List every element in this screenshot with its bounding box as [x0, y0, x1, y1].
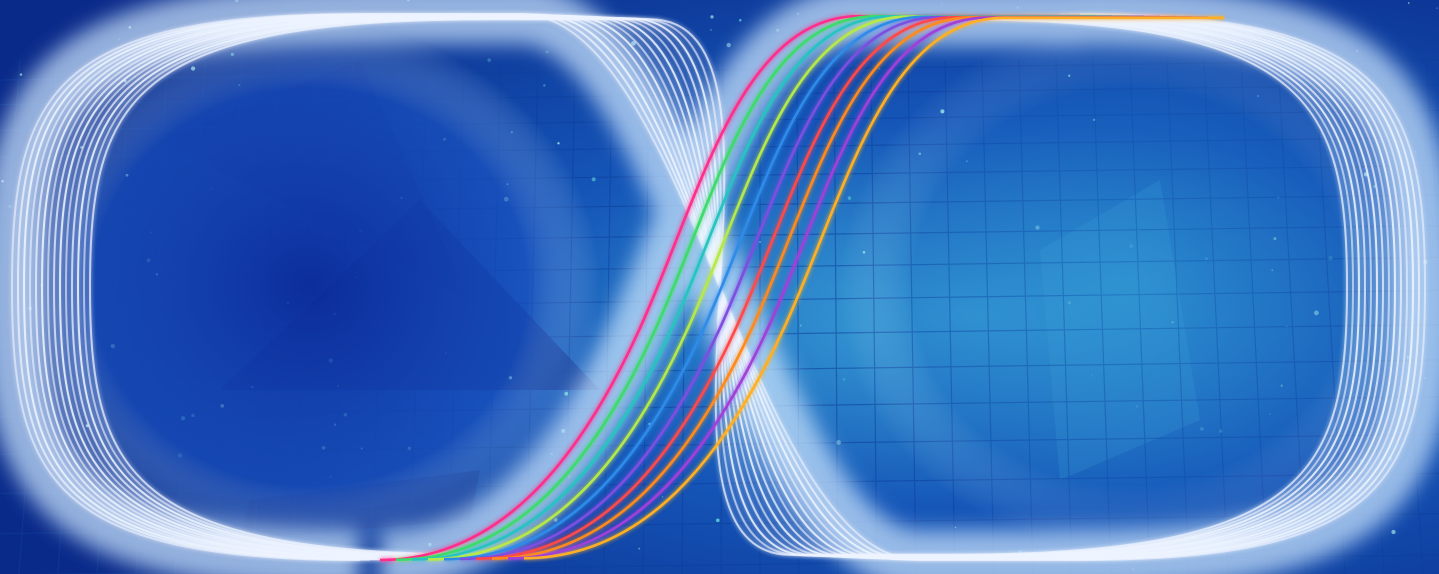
- star: [661, 496, 664, 498]
- right-loop-strand: [969, 17, 1361, 557]
- star: [799, 324, 802, 327]
- left-loop-strand: [40, 15, 411, 559]
- right-loop-strand: [1059, 13, 1415, 561]
- star: [553, 518, 558, 522]
- right-loop-strand: [1069, 13, 1421, 561]
- left-loop-strand: [64, 16, 451, 558]
- star: [487, 58, 492, 62]
- colored-strand-green: [395, 14, 1096, 562]
- right-loop-strand: [959, 17, 1355, 557]
- colored-strand-blue: [443, 15, 1144, 561]
- star: [878, 67, 881, 70]
- star: [631, 40, 636, 46]
- right-loop-strand: [999, 16, 1379, 558]
- right-loop-strand: [989, 16, 1373, 558]
- right-loop-interior: [840, 22, 1420, 552]
- star: [759, 241, 761, 243]
- star: [638, 547, 641, 550]
- colored-strand-violet: [507, 16, 1208, 560]
- star: [543, 84, 546, 87]
- left-loop-strand: [22, 13, 381, 561]
- star: [710, 15, 714, 19]
- colored-strand-orange: [491, 16, 1192, 560]
- colored-light-strands: [379, 14, 1224, 562]
- star: [709, 28, 713, 31]
- grid-line: [603, 59, 613, 574]
- left-loop-strand: [16, 13, 371, 561]
- right-loop-strand: [1009, 15, 1385, 559]
- colored-strand-lime: [427, 15, 1128, 561]
- right-loop-strand: [1029, 15, 1397, 559]
- right-loop-strand: [1039, 14, 1403, 560]
- white-crossing-strand: [490, 18, 950, 556]
- star: [836, 440, 841, 445]
- left-loop-strand: [46, 15, 421, 559]
- star: [726, 42, 731, 48]
- colored-strand-purple: [459, 15, 1160, 561]
- left-loop-strand: [28, 14, 391, 560]
- left-loop-strand: [76, 17, 471, 557]
- star: [715, 518, 720, 523]
- star: [842, 377, 846, 381]
- star: [1391, 529, 1396, 535]
- right-loop-strand: [979, 17, 1367, 557]
- left-loop-strand: [70, 17, 461, 557]
- left-loop-strand: [58, 16, 441, 558]
- colored-strand-amber: [523, 16, 1224, 560]
- right-loop-strand: [1019, 15, 1391, 559]
- star: [847, 196, 852, 200]
- right-loop-strand: [1079, 13, 1427, 561]
- star: [954, 526, 957, 529]
- left-loop-strand: [34, 14, 401, 560]
- left-loop-strand: [82, 17, 481, 557]
- left-loop-interior: [20, 22, 600, 552]
- colored-strand-teal: [411, 15, 1112, 561]
- star: [1436, 7, 1438, 9]
- star: [739, 18, 742, 22]
- left-loop-strand: [10, 13, 361, 561]
- left-loop-strand: [52, 15, 431, 559]
- colored-strand-red: [475, 15, 1176, 561]
- colored-strand-magenta: [379, 14, 1080, 562]
- star: [19, 73, 23, 76]
- star: [591, 177, 596, 182]
- white-light-strands: [10, 13, 1427, 561]
- left-loop-strand: [88, 18, 491, 556]
- star: [557, 142, 560, 145]
- right-loop-strand: [1049, 14, 1409, 560]
- star: [124, 79, 127, 83]
- right-loop-strand: [949, 18, 1349, 556]
- star: [1408, 2, 1410, 4]
